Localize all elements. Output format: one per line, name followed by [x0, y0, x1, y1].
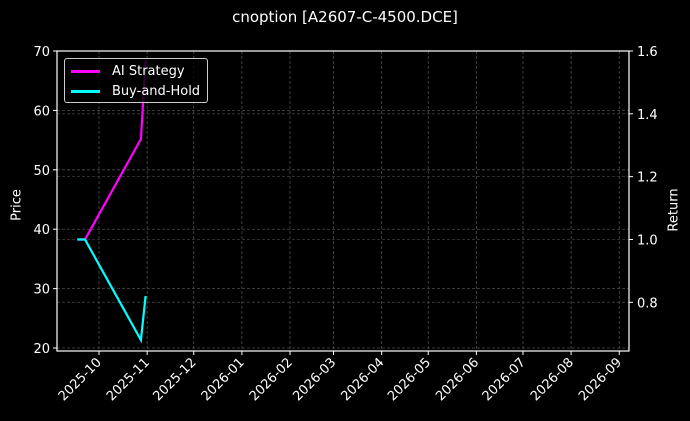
y-tick-label-right: 1.6: [637, 45, 658, 60]
y-tick-label-left: 70: [33, 45, 50, 60]
chart-title: cnoption [A2607-C-4500.DCE]: [232, 8, 458, 26]
x-tick-label: 2026-03: [290, 355, 339, 404]
legend-label: AI Strategy: [112, 63, 185, 79]
x-tick-label: 2026-09: [576, 355, 625, 404]
x-tick-label: 2026-01: [199, 355, 248, 404]
x-tick-label: 2025-11: [104, 355, 153, 404]
x-tick-label: 2025-12: [151, 355, 200, 404]
x-tick-label: 2026-02: [247, 355, 296, 404]
y-tick-label-left: 30: [33, 283, 50, 298]
x-tick-label: 2026-06: [433, 355, 482, 404]
y-tick-label-right: 0.8: [637, 296, 658, 311]
y-tick-label-left: 60: [33, 104, 50, 119]
x-tick-label: 2026-04: [338, 355, 387, 404]
legend-item-ai-strategy: AI Strategy: [71, 62, 185, 80]
series-line-buy-and-hold: [77, 238, 147, 344]
x-tick-label: 2026-05: [385, 355, 434, 404]
x-tick-label: 2026-07: [480, 355, 529, 404]
axes-frame: [56, 50, 630, 352]
y-tick-label-right: 1.0: [637, 233, 658, 248]
y-tick-label-left: 20: [33, 342, 50, 357]
y-tick-label-left: 40: [33, 223, 50, 238]
legend: AI Strategy Buy-and-Hold: [64, 58, 208, 103]
legend-swatch-ai-strategy-icon: [71, 69, 100, 73]
x-tick-label: 2026-08: [528, 355, 577, 404]
legend-label: Buy-and-Hold: [112, 83, 201, 99]
y-tick-label-right: 1.4: [637, 108, 658, 123]
y-tick-label-left: 50: [33, 164, 50, 179]
legend-swatch-buy-and-hold-icon: [71, 89, 100, 93]
legend-item-buy-and-hold: Buy-and-Hold: [71, 82, 200, 100]
y-tick-label-right: 1.2: [637, 171, 658, 186]
x-tick-label: 2025-10: [56, 355, 105, 404]
